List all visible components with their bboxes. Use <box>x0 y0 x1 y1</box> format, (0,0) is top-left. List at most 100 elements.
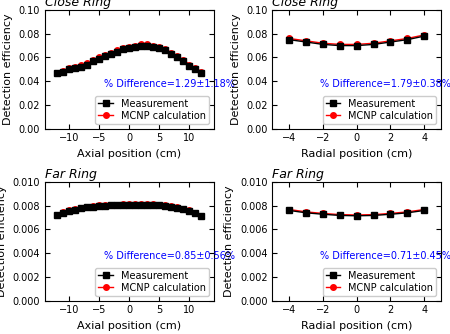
Y-axis label: Detection efficiency: Detection efficiency <box>0 185 7 297</box>
Measurement <box>193 211 198 215</box>
X-axis label: Radial position (cm): Radial position (cm) <box>301 149 413 159</box>
Y-axis label: Detection efficiency: Detection efficiency <box>225 185 234 297</box>
MCNP calculation <box>175 54 180 58</box>
Measurement <box>151 45 156 49</box>
MCNP calculation <box>126 45 132 49</box>
Line: Measurement: Measurement <box>287 33 427 48</box>
MCNP calculation <box>54 213 60 217</box>
Measurement <box>162 48 168 52</box>
MCNP calculation <box>72 207 78 211</box>
MCNP calculation <box>193 211 198 215</box>
Line: Measurement: Measurement <box>54 202 204 219</box>
MCNP calculation <box>78 62 84 66</box>
MCNP calculation <box>371 213 376 217</box>
MCNP calculation <box>60 210 66 214</box>
Line: Measurement: Measurement <box>287 208 427 218</box>
MCNP calculation <box>139 42 144 46</box>
Measurement <box>85 62 90 66</box>
X-axis label: Radial position (cm): Radial position (cm) <box>301 321 413 331</box>
Measurement <box>54 71 60 75</box>
Line: MCNP calculation: MCNP calculation <box>287 207 427 218</box>
MCNP calculation <box>422 33 427 37</box>
Measurement <box>54 213 60 217</box>
MCNP calculation <box>72 65 78 69</box>
Measurement <box>405 211 410 215</box>
MCNP calculation <box>126 202 132 206</box>
Measurement <box>354 44 360 48</box>
Measurement <box>169 205 174 209</box>
Y-axis label: Detection efficiency: Detection efficiency <box>3 13 13 125</box>
Measurement <box>354 214 360 218</box>
MCNP calculation <box>181 207 186 211</box>
MCNP calculation <box>114 202 120 206</box>
Measurement <box>388 212 393 216</box>
Measurement <box>103 204 108 208</box>
Line: MCNP calculation: MCNP calculation <box>54 201 204 218</box>
Legend: Measurement, MCNP calculation: Measurement, MCNP calculation <box>323 96 436 124</box>
Line: Measurement: Measurement <box>54 43 204 76</box>
Measurement <box>96 204 102 208</box>
MCNP calculation <box>108 203 114 207</box>
Measurement <box>199 214 204 218</box>
Measurement <box>199 71 204 75</box>
Measurement <box>388 40 393 44</box>
Measurement <box>175 206 180 210</box>
MCNP calculation <box>422 207 427 211</box>
Line: MCNP calculation: MCNP calculation <box>54 42 204 76</box>
Text: % Difference=1.79±0.38%: % Difference=1.79±0.38% <box>320 79 450 89</box>
MCNP calculation <box>90 58 96 62</box>
Legend: Measurement, MCNP calculation: Measurement, MCNP calculation <box>95 268 209 296</box>
MCNP calculation <box>157 45 162 49</box>
Measurement <box>157 46 162 50</box>
MCNP calculation <box>388 211 393 215</box>
Measurement <box>121 47 126 51</box>
Measurement <box>78 206 84 210</box>
Measurement <box>60 70 66 74</box>
MCNP calculation <box>181 58 186 62</box>
Measurement <box>60 211 66 215</box>
MCNP calculation <box>139 202 144 206</box>
Measurement <box>133 203 138 207</box>
Measurement <box>175 55 180 59</box>
Measurement <box>78 65 84 69</box>
Measurement <box>169 52 174 56</box>
MCNP calculation <box>337 213 342 217</box>
Measurement <box>126 46 132 50</box>
Measurement <box>287 38 292 42</box>
MCNP calculation <box>151 44 156 48</box>
MCNP calculation <box>121 202 126 206</box>
Text: Close Ring: Close Ring <box>45 0 111 9</box>
Measurement <box>422 34 427 38</box>
MCNP calculation <box>144 42 150 46</box>
Measurement <box>85 205 90 209</box>
MCNP calculation <box>54 71 60 75</box>
Text: % Difference=1.29±1.18%: % Difference=1.29±1.18% <box>104 79 235 89</box>
MCNP calculation <box>287 36 292 40</box>
Measurement <box>144 44 150 48</box>
Measurement <box>162 204 168 208</box>
MCNP calculation <box>162 203 168 207</box>
Measurement <box>144 203 150 207</box>
MCNP calculation <box>121 46 126 50</box>
MCNP calculation <box>320 211 326 215</box>
Measurement <box>90 205 96 209</box>
MCNP calculation <box>90 204 96 208</box>
MCNP calculation <box>405 210 410 214</box>
Measurement <box>320 212 326 216</box>
X-axis label: Axial position (cm): Axial position (cm) <box>77 149 181 159</box>
MCNP calculation <box>388 39 393 43</box>
MCNP calculation <box>193 66 198 70</box>
MCNP calculation <box>114 48 120 52</box>
Measurement <box>337 213 342 217</box>
MCNP calculation <box>96 55 102 59</box>
MCNP calculation <box>103 203 108 207</box>
Measurement <box>72 66 78 70</box>
Y-axis label: Detection efficiency: Detection efficiency <box>230 13 241 125</box>
Measurement <box>139 203 144 207</box>
Measurement <box>114 49 120 53</box>
MCNP calculation <box>66 208 72 212</box>
Measurement <box>121 203 126 207</box>
Text: % Difference=0.85±0.56%: % Difference=0.85±0.56% <box>104 251 235 261</box>
Text: Far Ring: Far Ring <box>45 168 97 181</box>
MCNP calculation <box>60 68 66 72</box>
